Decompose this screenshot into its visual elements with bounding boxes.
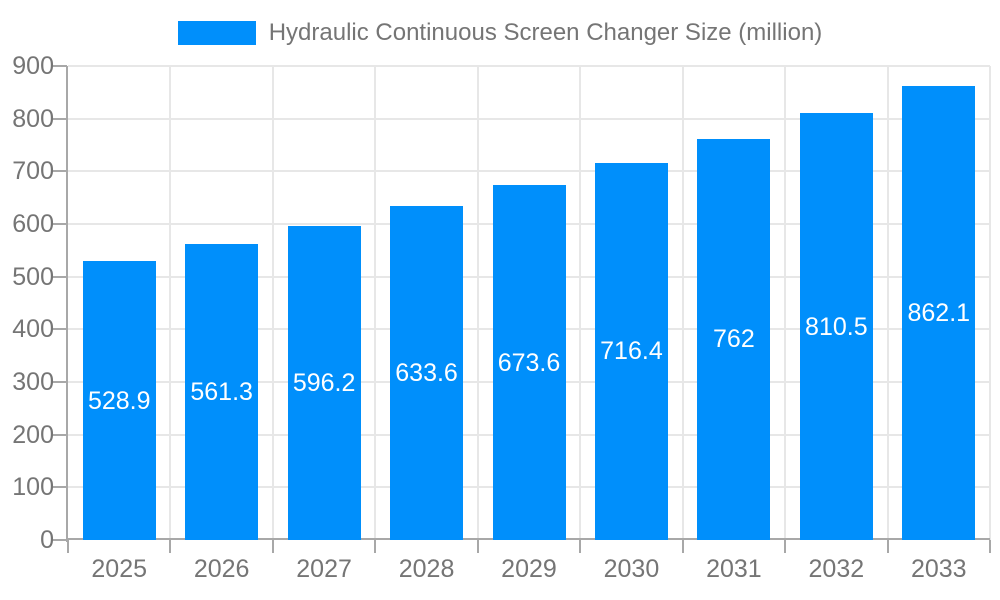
- x-axis-category-label: 2025: [91, 555, 148, 583]
- y-axis-tick: [53, 275, 67, 278]
- gridline-horizontal: [68, 117, 990, 120]
- gridline-vertical: [271, 66, 274, 540]
- x-axis-tick: [886, 540, 889, 553]
- y-axis-tick-label: 600: [12, 210, 54, 238]
- y-axis-tick: [53, 328, 67, 331]
- gridline-vertical: [784, 66, 787, 540]
- bar-2025[interactable]: [82, 261, 156, 540]
- y-axis-tick: [53, 381, 67, 383]
- x-axis-category-label: 2028: [398, 555, 455, 583]
- bar-value-label: 716.4: [600, 337, 663, 366]
- bar-value-label: 810.5: [805, 312, 868, 341]
- y-axis-tick: [53, 117, 67, 120]
- gridline-vertical: [681, 66, 684, 540]
- x-axis-tick: [579, 540, 582, 553]
- bar-value-label: 762: [713, 325, 755, 354]
- y-axis-tick: [53, 486, 67, 489]
- y-axis-line: [66, 66, 68, 542]
- bar-2033[interactable]: [902, 85, 976, 540]
- y-axis-tick: [53, 223, 67, 225]
- y-axis-tick: [53, 539, 67, 541]
- x-axis-category-label: 2032: [808, 555, 865, 583]
- bar-2026[interactable]: [185, 244, 259, 540]
- x-axis-category-label: 2030: [603, 555, 660, 583]
- bar-value-label: 561.3: [190, 378, 253, 407]
- bar-2027[interactable]: [287, 226, 361, 540]
- x-axis-category-label: 2029: [501, 555, 557, 583]
- x-axis-tick: [989, 540, 991, 553]
- y-axis-tick-label: 400: [12, 315, 54, 344]
- legend[interactable]: Hydraulic Continuous Screen Changer Size…: [0, 17, 1000, 49]
- y-axis-tick-label: 300: [12, 368, 54, 396]
- x-axis-category-label: 2031: [706, 555, 762, 583]
- x-axis-category-label: 2027: [296, 555, 352, 583]
- y-axis-tick: [53, 433, 67, 436]
- bar-2031[interactable]: [697, 138, 771, 540]
- x-axis-tick: [271, 540, 274, 553]
- gridline-vertical: [989, 66, 991, 540]
- bar-value-label: 596.2: [292, 369, 356, 397]
- x-axis-tick: [476, 540, 479, 553]
- x-axis-tick: [169, 540, 172, 553]
- y-axis-tick-label: 100: [12, 473, 54, 502]
- y-axis-tick-label: 700: [12, 157, 54, 186]
- plot-area: 0 100 200 300 400 500 600 700 800 900 2025 2026 2027…: [12, 52, 991, 583]
- bar-value-label: 862.1: [907, 298, 971, 327]
- x-axis-category-label: 2033: [910, 555, 967, 583]
- gridline-horizontal: [68, 170, 990, 173]
- y-axis-tick-label: 0: [40, 526, 54, 554]
- bar-value-label: 673.6: [497, 348, 561, 377]
- bar-value-label: 633.6: [395, 359, 458, 388]
- legend-label: Hydraulic Continuous Screen Changer Size…: [268, 19, 823, 46]
- gridline-horizontal: [68, 65, 990, 67]
- gridline-vertical: [476, 66, 479, 540]
- gridline-vertical: [579, 66, 582, 540]
- bar-2030[interactable]: [594, 162, 668, 540]
- x-axis-tick: [681, 540, 684, 553]
- bar-2032[interactable]: [799, 113, 873, 540]
- y-axis-tick: [53, 65, 67, 67]
- bar-value-label: 528.9: [87, 386, 151, 415]
- gridline-vertical: [169, 66, 172, 540]
- y-axis-tick-label: 200: [12, 420, 54, 449]
- bar-2029[interactable]: [492, 185, 566, 540]
- bar-2028[interactable]: [390, 206, 464, 540]
- x-axis-tick: [67, 540, 69, 553]
- x-axis-tick: [784, 540, 787, 553]
- y-axis-tick: [53, 170, 67, 173]
- legend-swatch-icon: [177, 21, 256, 45]
- gridline-vertical: [886, 66, 889, 540]
- x-axis-category-label: 2026: [193, 555, 250, 583]
- x-axis-tick: [374, 540, 377, 553]
- gridline-vertical: [374, 66, 377, 540]
- y-axis-tick-label: 500: [12, 262, 54, 291]
- y-axis-tick-label: 900: [12, 52, 54, 80]
- y-axis-tick-label: 800: [12, 104, 54, 133]
